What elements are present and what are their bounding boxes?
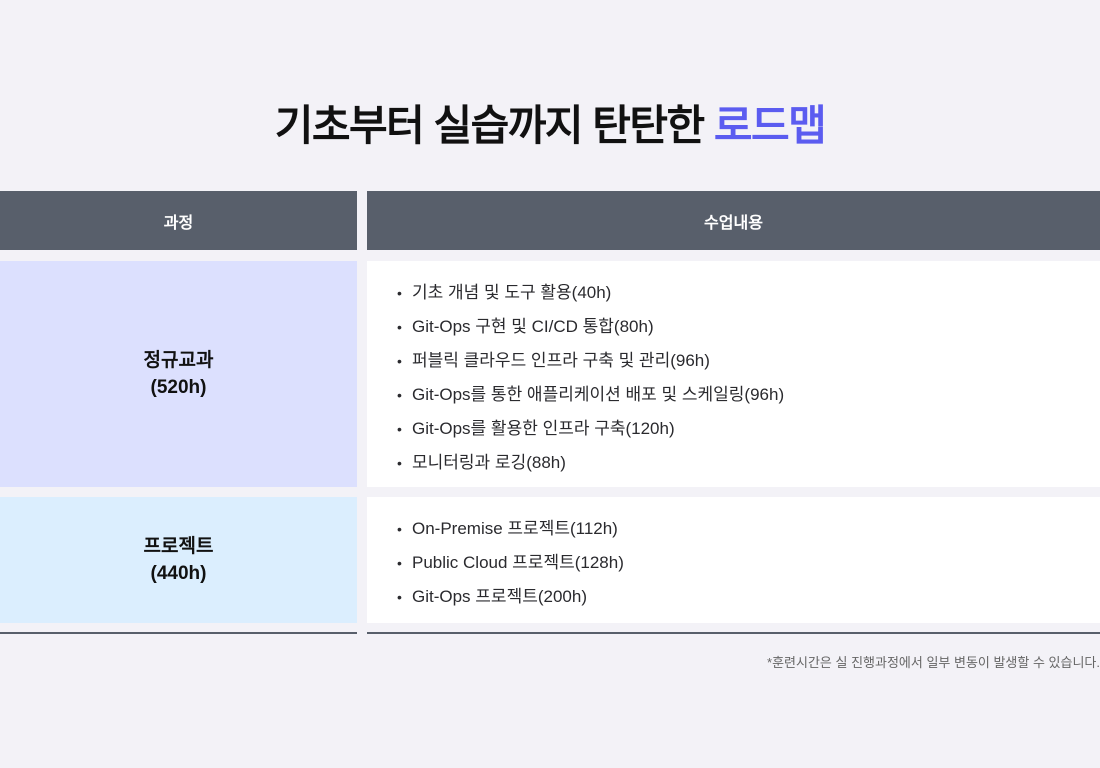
content-cell: 기초 개념 및 도구 활용(40h) Git-Ops 구현 및 CI/CD 통합… (367, 261, 1100, 487)
list-item: On-Premise 프로젝트(112h) (397, 512, 624, 546)
title-text: 기초부터 실습까지 탄탄한 (274, 102, 714, 149)
content-list: On-Premise 프로젝트(112h) Public Cloud 프로젝트(… (367, 497, 624, 614)
page-title: 기초부터 실습까지 탄탄한 로드맵 (0, 92, 1100, 153)
course-name: 프로젝트 (143, 536, 214, 557)
course-hours: (520h) (150, 377, 207, 398)
footnote: *훈련시간은 실 진행과정에서 일부 변동이 발생할 수 있습니다. (767, 655, 1100, 670)
list-item: Git-Ops를 통한 애플리케이션 배포 및 스케일링(96h) (397, 378, 784, 412)
table-bottom-divider (0, 632, 357, 634)
course-cell: 프로젝트 (440h) (0, 497, 357, 623)
course-name: 정규교과 (143, 350, 214, 371)
list-item: Git-Ops 프로젝트(200h) (397, 580, 624, 614)
list-item: Git-Ops 구현 및 CI/CD 통합(80h) (397, 310, 784, 344)
list-item: 퍼블릭 클라우드 인프라 구축 및 관리(96h) (397, 344, 784, 378)
list-item: 기초 개념 및 도구 활용(40h) (397, 276, 784, 310)
header-content: 수업내용 (367, 191, 1100, 250)
table-bottom-divider (367, 632, 1100, 634)
content-cell: On-Premise 프로젝트(112h) Public Cloud 프로젝트(… (367, 497, 1100, 623)
title-accent: 로드맵 (713, 102, 827, 149)
course-hours: (440h) (150, 563, 207, 584)
course-cell: 정규교과 (520h) (0, 261, 357, 487)
list-item: Git-Ops를 활용한 인프라 구축(120h) (397, 412, 784, 446)
content-list: 기초 개념 및 도구 활용(40h) Git-Ops 구현 및 CI/CD 통합… (367, 261, 784, 480)
list-item: 모니터링과 로깅(88h) (397, 446, 784, 480)
list-item: Public Cloud 프로젝트(128h) (397, 546, 624, 580)
header-course: 과정 (0, 191, 357, 250)
